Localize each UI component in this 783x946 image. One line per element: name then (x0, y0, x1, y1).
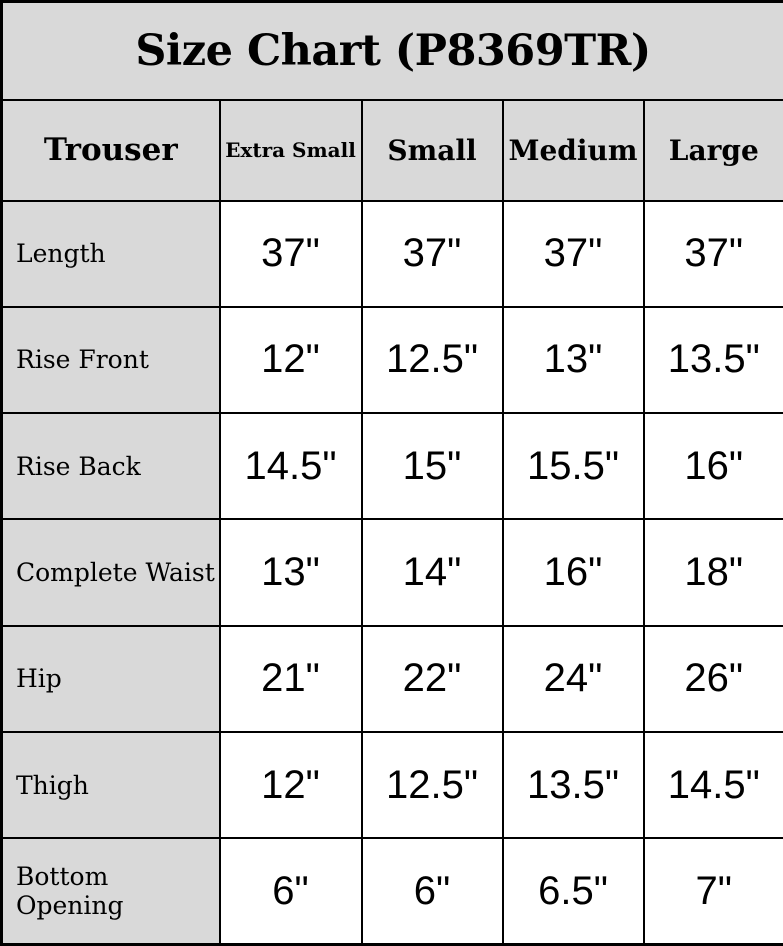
column-header-trouser: Trouser (0, 99, 221, 202)
value-cell: 21" (218, 624, 363, 733)
header-row: Trouser Extra Small Small Medium Large (0, 99, 783, 202)
value-cell: 22" (360, 624, 504, 733)
row-label: Hip (0, 624, 221, 733)
value-cell: 15" (360, 412, 504, 521)
value-cell: 7" (642, 837, 783, 946)
value-cell: 37" (642, 199, 783, 308)
row-label: Rise Back (0, 412, 221, 521)
value-cell: 6.5" (501, 837, 645, 946)
value-cell: 6" (218, 837, 363, 946)
value-cell: 12" (218, 305, 363, 415)
value-cell: 18" (642, 518, 783, 627)
value-cell: 13.5" (642, 305, 783, 415)
value-cell: 13.5" (501, 730, 645, 840)
row-label: Rise Front (0, 305, 221, 415)
chart-title: Size Chart (P8369TR) (0, 0, 783, 102)
value-cell: 37" (360, 199, 504, 308)
row-label: Bottom Opening (0, 837, 221, 946)
value-cell: 14" (360, 518, 504, 627)
value-cell: 13" (501, 305, 645, 415)
value-cell: 16" (642, 412, 783, 521)
title-row: Size Chart (P8369TR) (0, 0, 783, 102)
value-cell: 37" (218, 199, 363, 308)
column-header-medium: Medium (501, 99, 645, 202)
table-row-hip: Hip 21" 22" 24" 26" (0, 624, 783, 733)
value-cell: 12.5" (360, 730, 504, 840)
row-label: Thigh (0, 730, 221, 840)
table-row-bottom-opening: Bottom Opening 6" 6" 6.5" 7" (0, 837, 783, 946)
row-label: Complete Waist (0, 518, 221, 627)
value-cell: 12" (218, 730, 363, 840)
column-header-extra-small: Extra Small (218, 99, 363, 202)
column-header-large: Large (642, 99, 783, 202)
value-cell: 26" (642, 624, 783, 733)
value-cell: 13" (218, 518, 363, 627)
value-cell: 15.5" (501, 412, 645, 521)
value-cell: 14.5" (642, 730, 783, 840)
table-row-complete-waist: Complete Waist 13" 14" 16" 18" (0, 518, 783, 627)
table-row-rise-front: Rise Front 12" 12.5" 13" 13.5" (0, 305, 783, 415)
table-row-length: Length 37" 37" 37" 37" (0, 199, 783, 308)
table-row-rise-back: Rise Back 14.5" 15" 15.5" 16" (0, 412, 783, 521)
value-cell: 37" (501, 199, 645, 308)
value-cell: 24" (501, 624, 645, 733)
table-row-thigh: Thigh 12" 12.5" 13.5" 14.5" (0, 730, 783, 840)
column-header-small: Small (360, 99, 504, 202)
value-cell: 6" (360, 837, 504, 946)
value-cell: 12.5" (360, 305, 504, 415)
value-cell: 16" (501, 518, 645, 627)
row-label: Length (0, 199, 221, 308)
value-cell: 14.5" (218, 412, 363, 521)
